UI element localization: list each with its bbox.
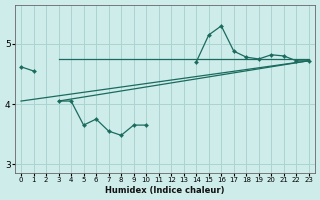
X-axis label: Humidex (Indice chaleur): Humidex (Indice chaleur) <box>105 186 225 195</box>
